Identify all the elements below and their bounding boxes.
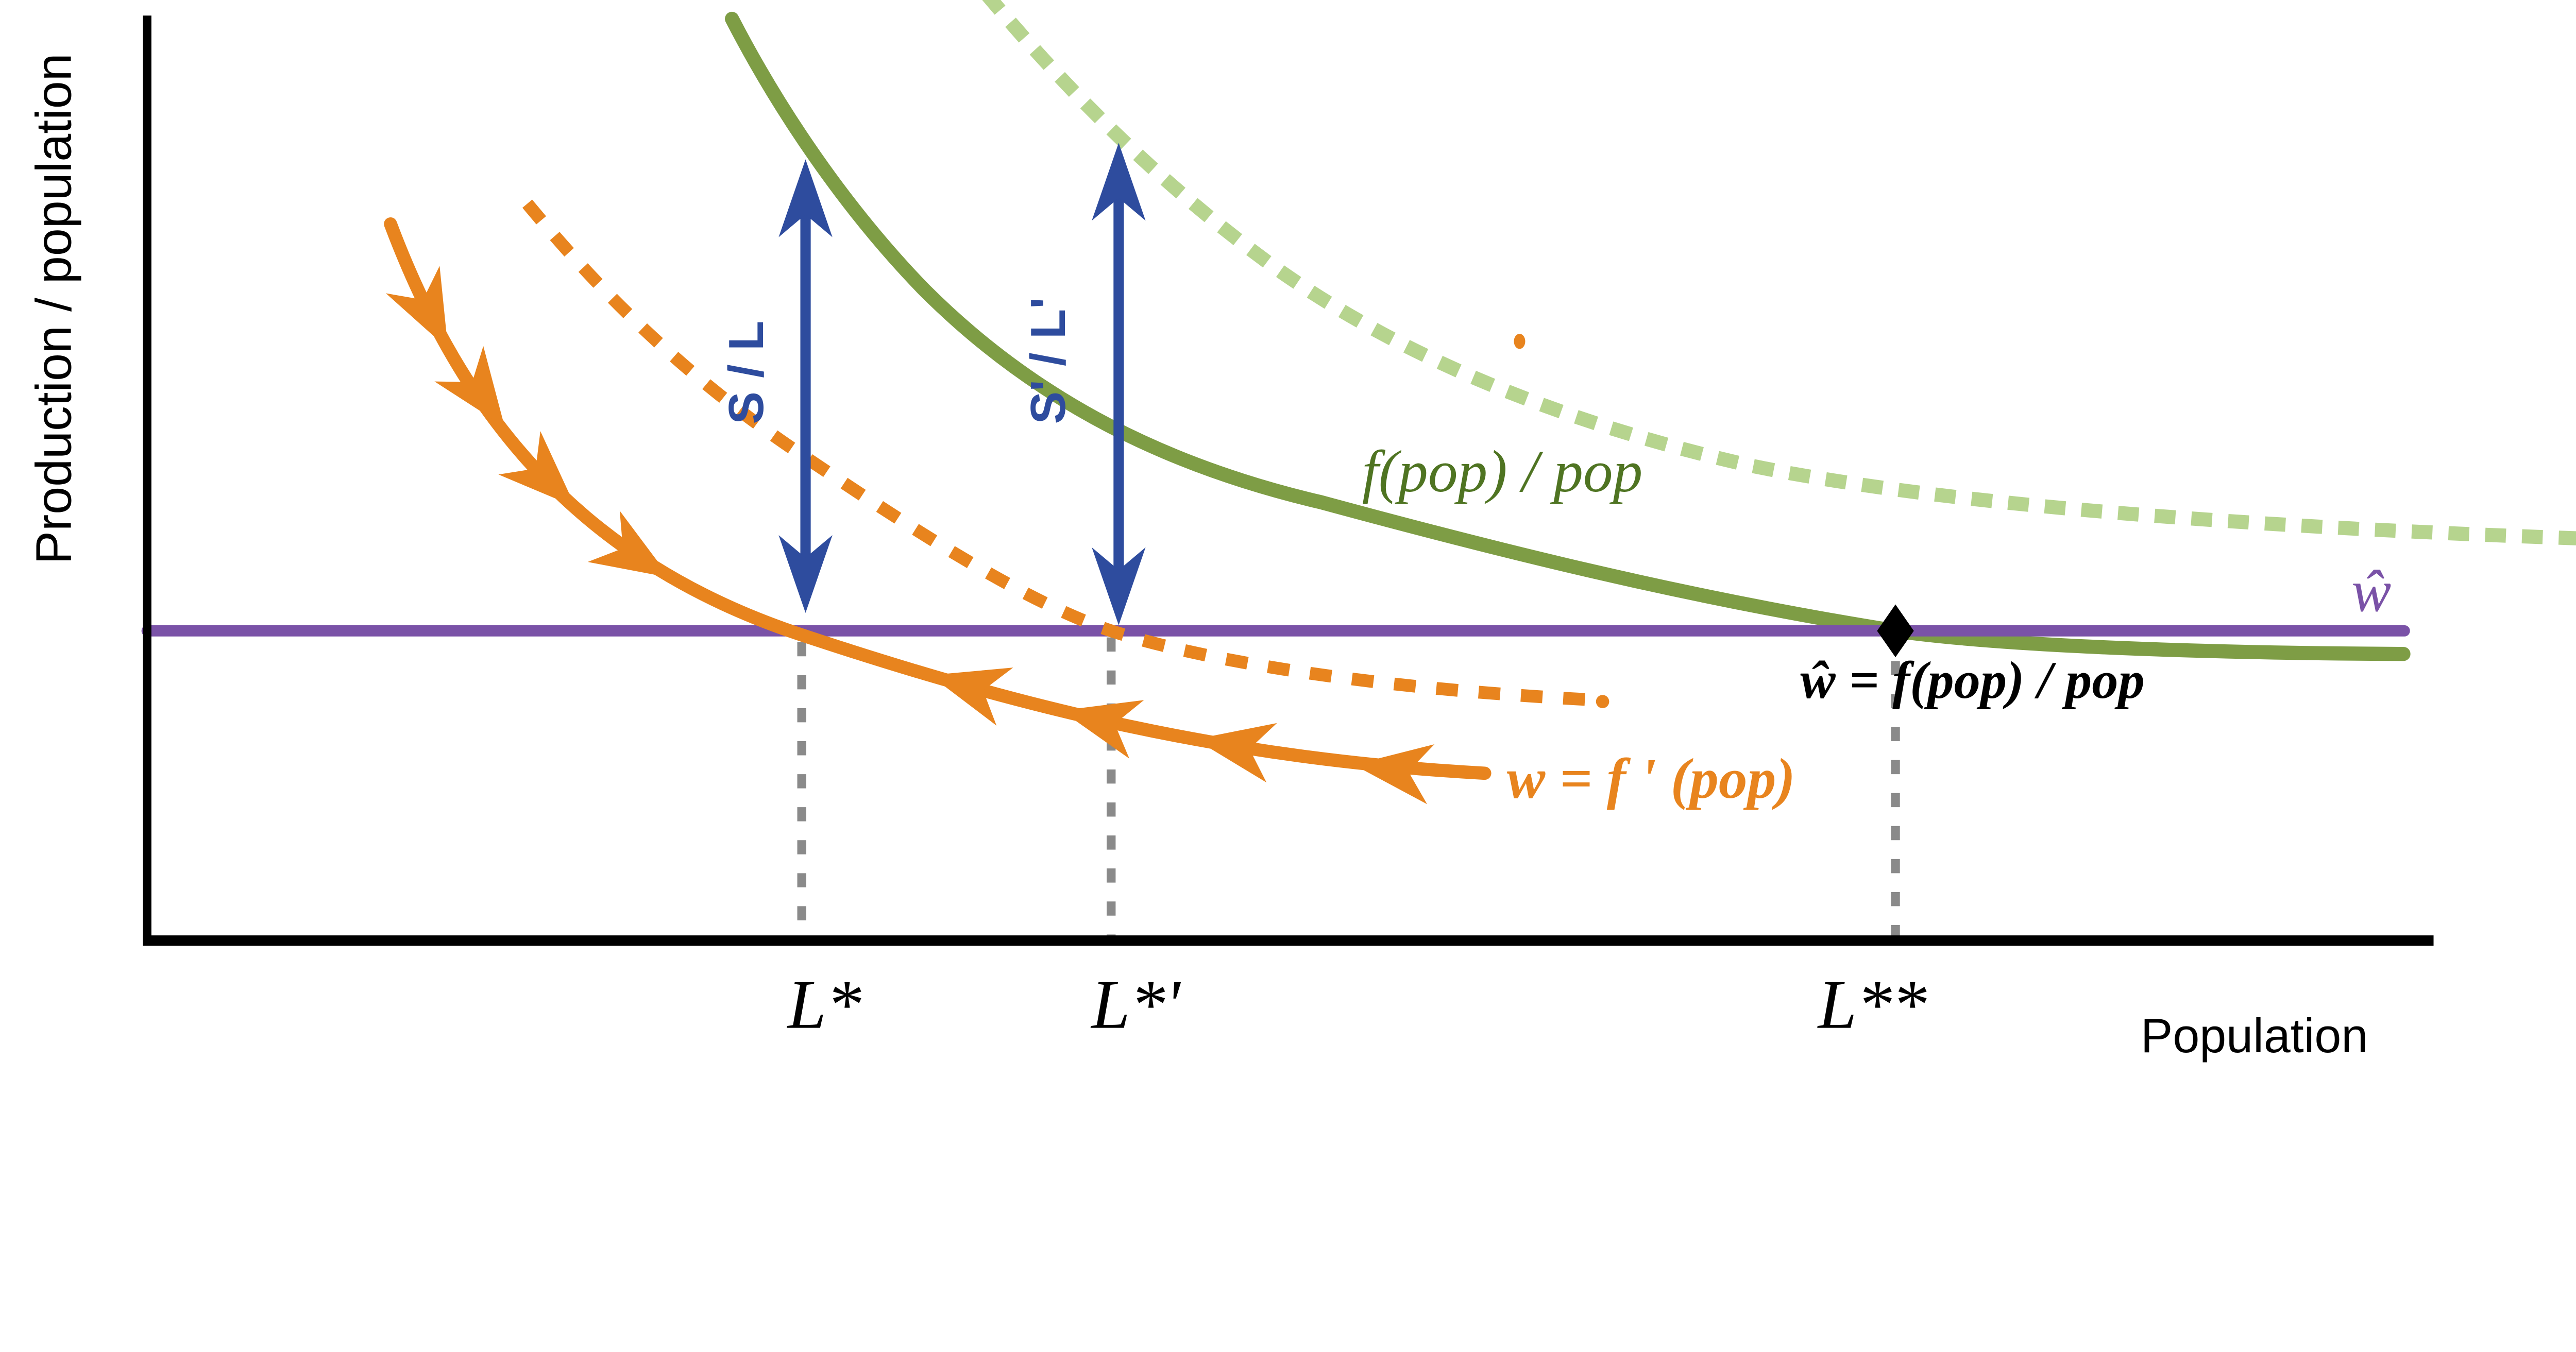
arrowhead-up-icon xyxy=(778,159,833,237)
gap-arrow-s-prime-over-l-prime xyxy=(1092,143,1146,625)
flow-arrowhead xyxy=(498,431,575,507)
flow-arrowhead xyxy=(434,346,505,427)
axes xyxy=(143,15,2434,946)
average-product-shifted-curve xyxy=(982,0,2576,545)
arrowhead-up-icon xyxy=(1092,143,1146,221)
gap-label-s-over-l: S / L xyxy=(719,321,774,424)
tick-l-double-star: L** xyxy=(1817,966,1927,1043)
arrowhead-down-icon xyxy=(778,535,833,613)
drop-lines xyxy=(797,637,1900,939)
dashed-curve-end-dot xyxy=(1596,695,1609,708)
marginal-product-curve xyxy=(384,217,1492,805)
marginal-product-label: w = f ' (pop) xyxy=(1507,747,1795,811)
equilibrium-point-diamond xyxy=(1877,604,1914,658)
y-axis-label: Production / population xyxy=(25,53,81,564)
arrowhead-down-icon xyxy=(1092,547,1146,625)
flow-arrowhead xyxy=(385,266,448,349)
marginal-product-shifted-curve xyxy=(522,199,1609,708)
gap-label-s-prime-over-l-prime: S' / L' xyxy=(1021,297,1076,424)
average-product-label: f(pop) / pop xyxy=(1362,438,1643,504)
small-orange-dot xyxy=(1514,334,1526,349)
x-axis-label: Population xyxy=(2141,1008,2368,1063)
flow-arrowhead xyxy=(1353,744,1435,805)
flow-arrowhead xyxy=(587,510,670,578)
gap-arrow-s-over-l xyxy=(778,159,833,613)
malthus-diagram-canvas: Production / population Population L* L*… xyxy=(25,0,2576,1063)
subsistence-wage-label: ŵ xyxy=(2351,558,2391,624)
tick-l-star: L* xyxy=(787,966,861,1043)
flow-arrowhead xyxy=(930,668,1013,726)
flow-arrowhead xyxy=(1195,723,1277,783)
tick-l-star-prime: L*' xyxy=(1090,966,1181,1043)
equilibrium-condition-label: ŵ = f(pop) / pop xyxy=(1800,652,2145,710)
diagram-page: Production / population Population L* L*… xyxy=(25,0,2576,1063)
flow-arrowhead xyxy=(1061,700,1144,759)
average-product-curve xyxy=(724,11,2411,661)
